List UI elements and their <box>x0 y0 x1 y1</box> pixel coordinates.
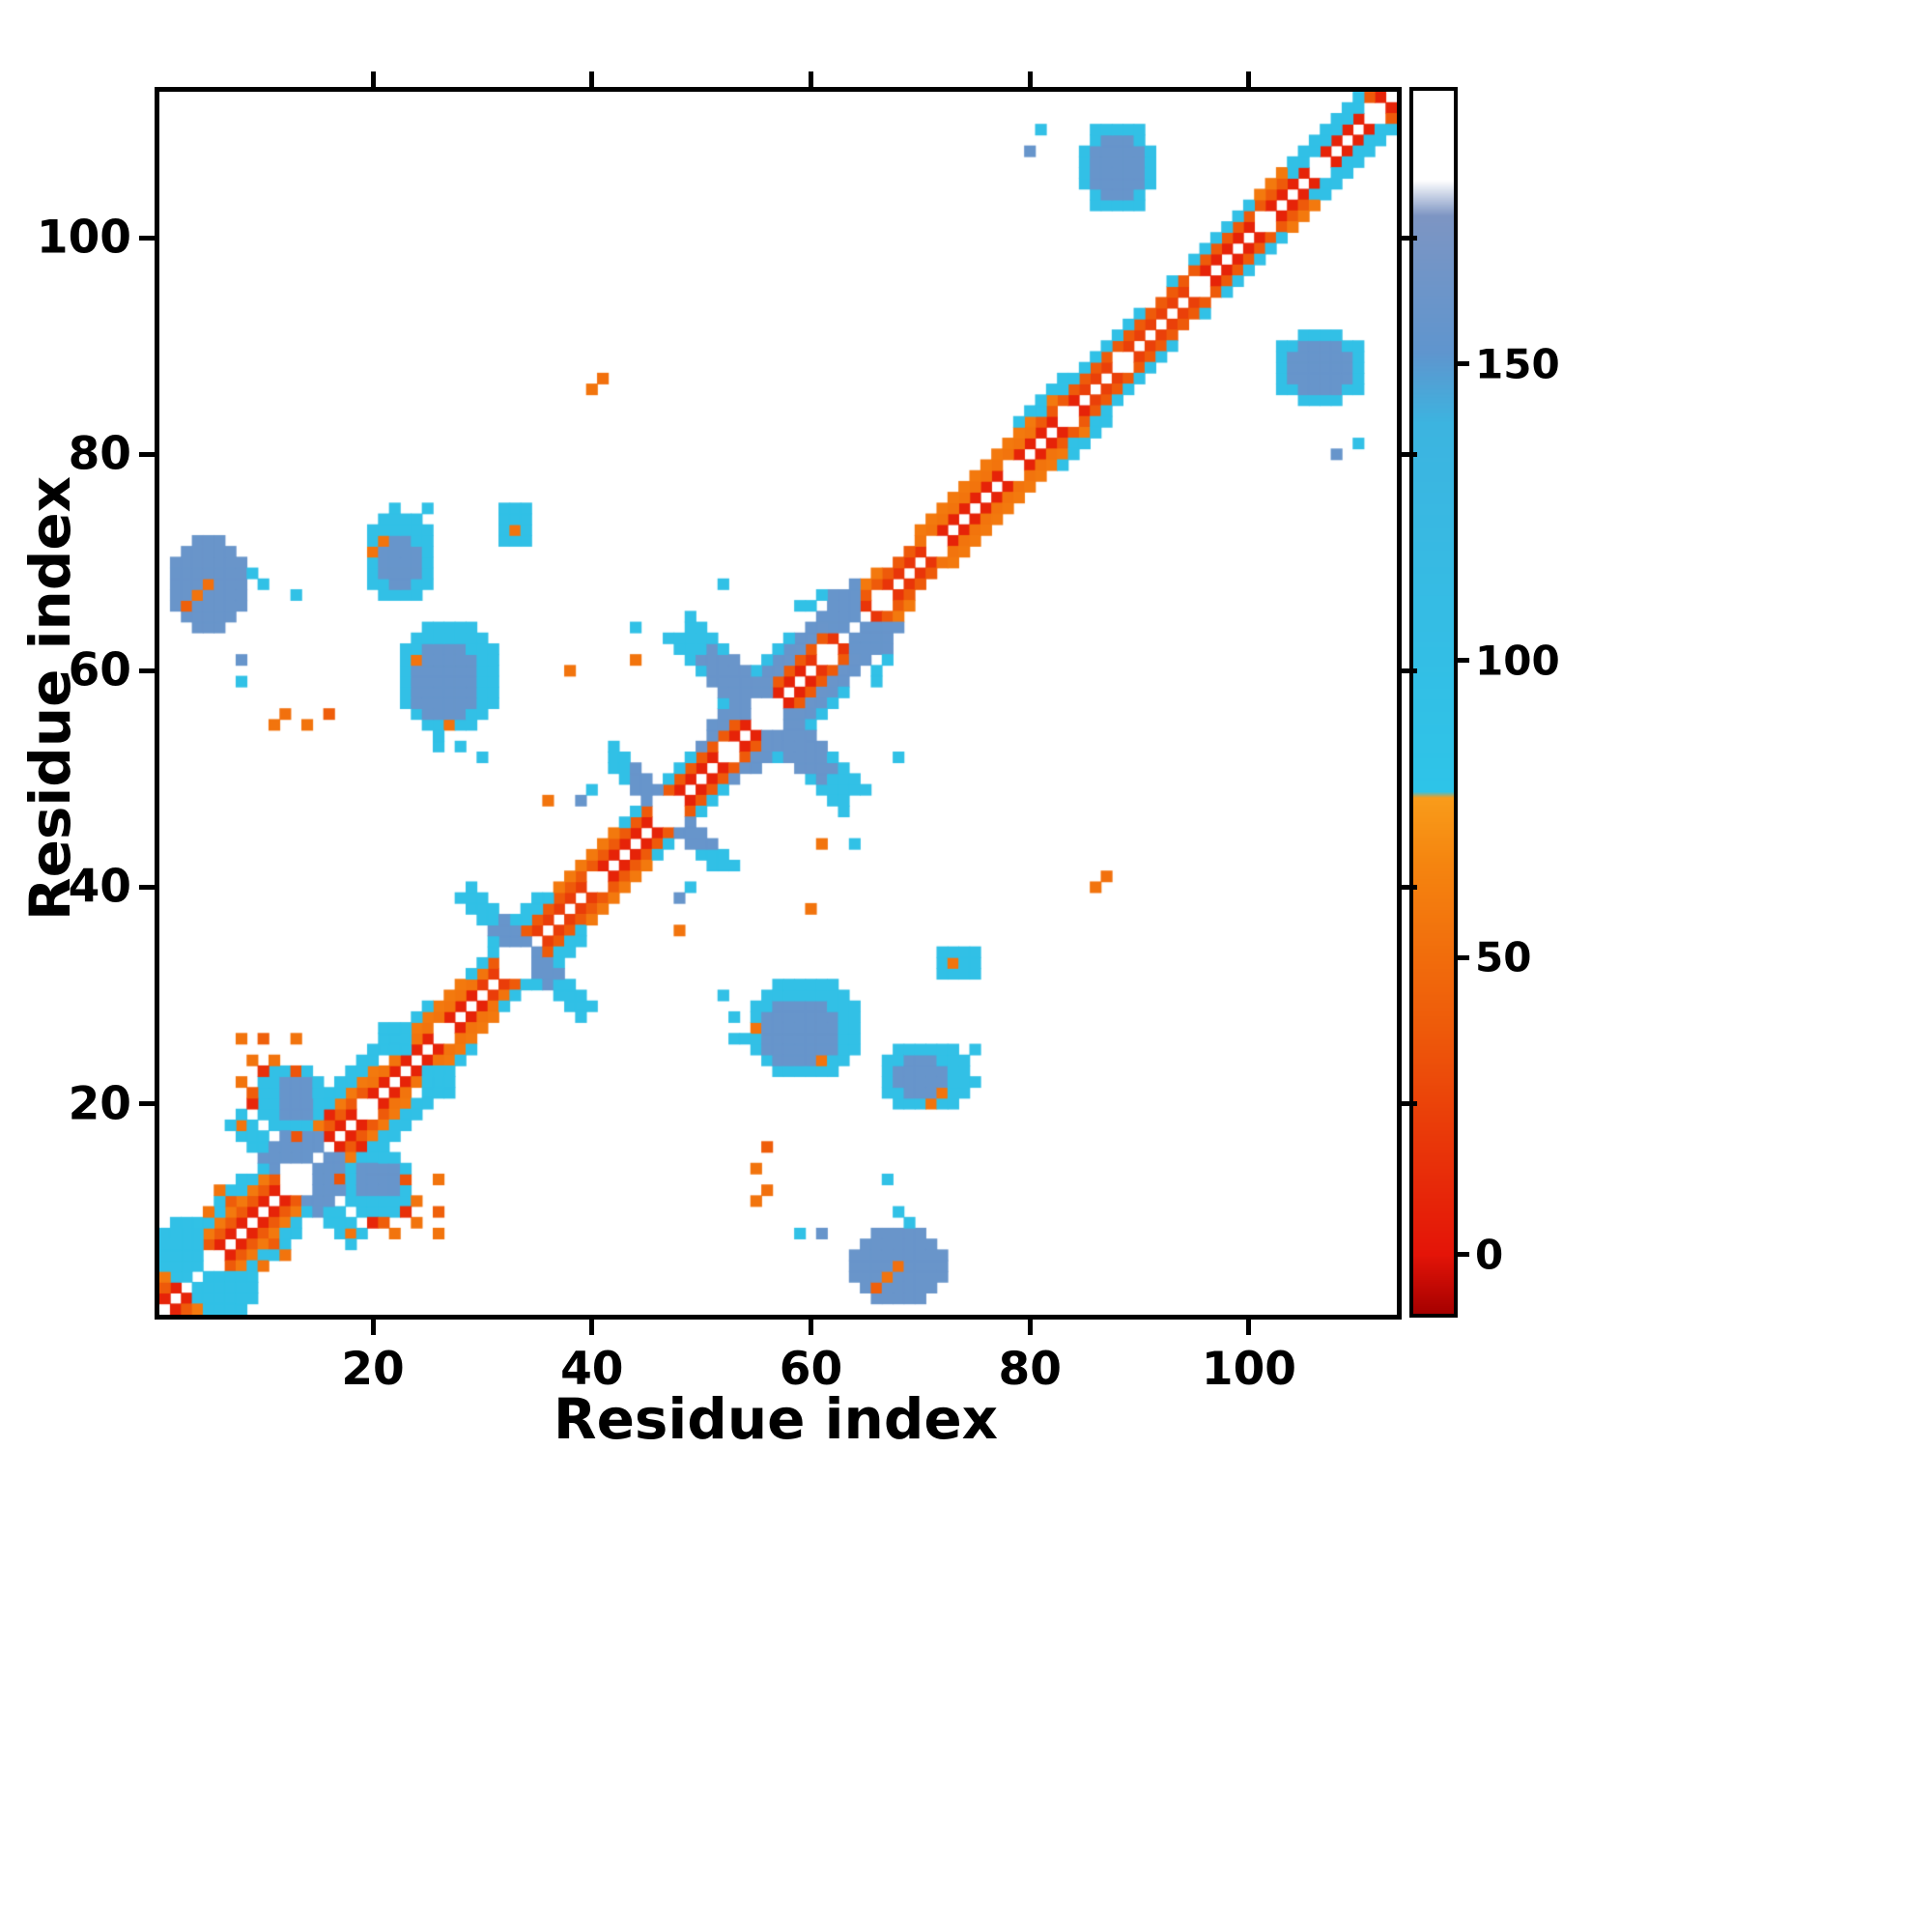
colorbar-tick-mark <box>1458 361 1469 367</box>
y-tick-mark-right <box>1402 884 1417 890</box>
y-tick-mark <box>139 451 155 457</box>
x-tick-mark <box>809 1320 813 1335</box>
x-tick-mark-top <box>370 71 376 87</box>
colorbar <box>1409 87 1458 1318</box>
y-tick-mark <box>139 235 155 241</box>
colorbar-tick-label: 0 <box>1475 1231 1504 1279</box>
x-tick-label: 80 <box>998 1343 1062 1396</box>
x-tick-mark <box>1246 1320 1252 1335</box>
y-tick-mark-right <box>1402 1101 1417 1107</box>
x-tick-label: 60 <box>779 1343 843 1396</box>
colorbar-tick-mark <box>1458 954 1469 960</box>
y-axis-label: Residue index <box>17 475 83 922</box>
x-tick-label: 40 <box>560 1343 624 1396</box>
y-tick-label: 60 <box>68 643 131 697</box>
y-tick-label: 80 <box>68 427 131 481</box>
y-tick-label: 20 <box>68 1077 131 1131</box>
x-tick-mark-top <box>809 71 813 87</box>
y-tick-mark-right <box>1402 235 1417 241</box>
colorbar-tick-label: 100 <box>1475 637 1560 685</box>
y-tick-mark <box>139 668 155 673</box>
x-tick-mark-top <box>589 71 595 87</box>
x-tick-mark <box>589 1320 595 1335</box>
y-tick-mark <box>139 884 155 890</box>
colorbar-tick-mark <box>1458 1252 1469 1258</box>
y-tick-label: 100 <box>36 211 131 265</box>
y-tick-mark-right <box>1402 451 1417 457</box>
plot-area <box>155 87 1402 1320</box>
heatmap-canvas <box>159 92 1397 1315</box>
colorbar-tick-label: 150 <box>1475 340 1560 388</box>
x-tick-mark-top <box>1246 71 1252 87</box>
x-tick-mark-top <box>1027 71 1033 87</box>
x-tick-label: 20 <box>341 1343 405 1396</box>
x-axis-label: Residue index <box>553 1386 999 1452</box>
x-tick-label: 100 <box>1201 1343 1297 1396</box>
x-tick-mark <box>1027 1320 1033 1335</box>
colorbar-tick-mark <box>1458 658 1469 664</box>
y-tick-mark <box>139 1101 155 1107</box>
x-tick-mark <box>370 1320 376 1335</box>
colorbar-gradient <box>1413 91 1454 1314</box>
colorbar-tick-label: 50 <box>1475 933 1532 981</box>
y-tick-mark-right <box>1402 668 1417 673</box>
y-tick-label: 40 <box>68 860 131 914</box>
